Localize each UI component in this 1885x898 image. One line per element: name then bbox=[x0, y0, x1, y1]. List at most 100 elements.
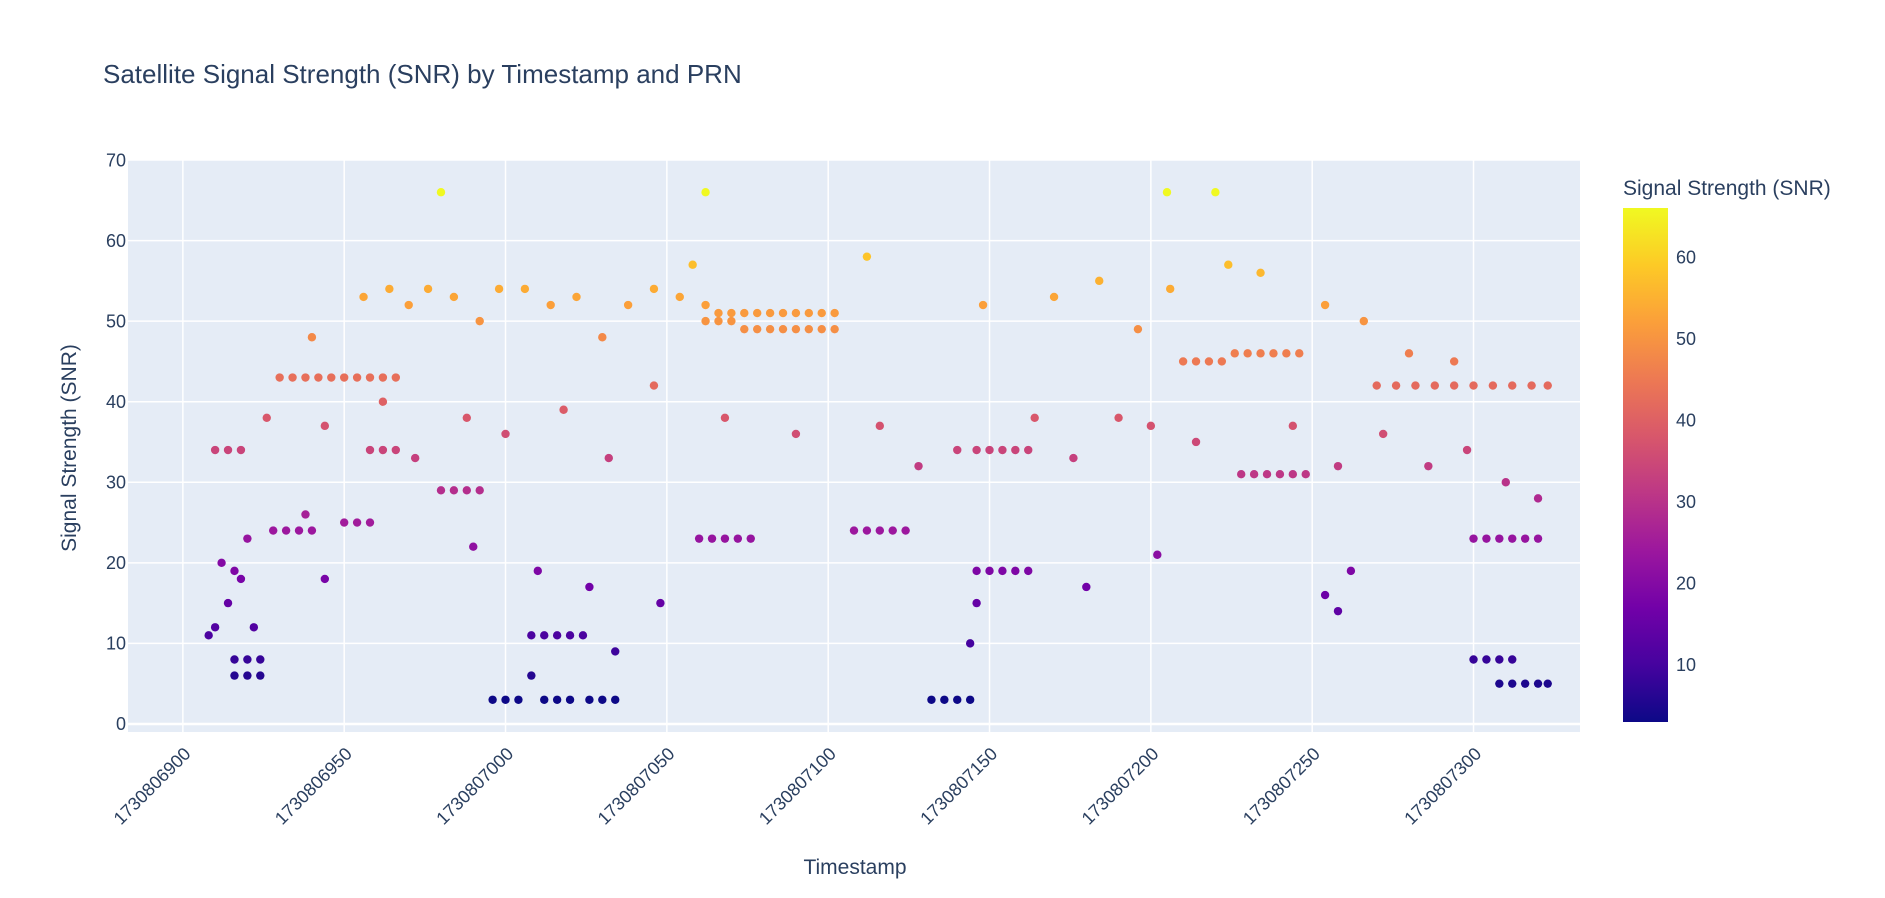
data-point bbox=[765, 324, 775, 334]
data-point bbox=[462, 413, 471, 423]
data-point bbox=[1533, 679, 1543, 688]
data-point bbox=[236, 445, 246, 455]
data-point bbox=[1269, 349, 1278, 358]
data-point bbox=[1359, 316, 1369, 326]
data-point bbox=[791, 429, 801, 439]
data-point bbox=[707, 534, 717, 543]
data-point bbox=[1391, 381, 1401, 390]
y-tick-label: 30 bbox=[106, 473, 126, 493]
plot-area bbox=[128, 159, 1580, 732]
data-point bbox=[1191, 437, 1201, 447]
data-point bbox=[1114, 413, 1123, 423]
data-point bbox=[404, 300, 413, 310]
data-point bbox=[1095, 276, 1104, 286]
data-point bbox=[1469, 655, 1478, 664]
data-point bbox=[223, 445, 233, 455]
data-point bbox=[927, 695, 936, 704]
data-point bbox=[791, 308, 801, 318]
data-point bbox=[733, 534, 743, 543]
data-point bbox=[862, 252, 872, 261]
data-point bbox=[410, 453, 420, 463]
data-point bbox=[1166, 284, 1175, 294]
colorbar-tick-label: 10 bbox=[1676, 655, 1696, 675]
data-point bbox=[972, 598, 981, 608]
data-point bbox=[585, 582, 594, 592]
data-point bbox=[804, 308, 814, 318]
data-points bbox=[204, 188, 1552, 704]
data-point bbox=[1133, 324, 1143, 334]
data-point bbox=[953, 445, 962, 455]
data-point bbox=[262, 413, 271, 423]
data-point bbox=[1153, 550, 1162, 559]
data-point bbox=[1469, 534, 1478, 543]
data-point bbox=[488, 695, 497, 704]
data-point bbox=[1543, 679, 1552, 688]
data-point bbox=[475, 316, 484, 326]
data-point bbox=[765, 308, 775, 318]
data-point bbox=[436, 188, 446, 197]
y-tick-label: 0 bbox=[116, 714, 126, 734]
data-point bbox=[475, 486, 484, 495]
data-point bbox=[1462, 445, 1472, 455]
data-point bbox=[565, 631, 575, 640]
data-point bbox=[578, 631, 588, 640]
data-point bbox=[1508, 679, 1517, 688]
data-point bbox=[320, 421, 330, 431]
data-point bbox=[965, 695, 975, 704]
data-point bbox=[281, 526, 291, 535]
data-point bbox=[688, 260, 697, 269]
data-point bbox=[1049, 292, 1059, 302]
data-point bbox=[339, 518, 349, 527]
data-point bbox=[694, 534, 704, 543]
data-point bbox=[972, 566, 981, 576]
data-point bbox=[1295, 349, 1304, 358]
data-point bbox=[1501, 478, 1510, 487]
data-point bbox=[352, 373, 362, 382]
data-point bbox=[236, 574, 246, 584]
data-point bbox=[527, 671, 536, 680]
data-point bbox=[423, 284, 433, 294]
data-point bbox=[501, 429, 510, 439]
data-point bbox=[1224, 260, 1233, 269]
colorbar-tick-label: 20 bbox=[1676, 574, 1696, 594]
data-point bbox=[753, 308, 762, 318]
data-point bbox=[365, 518, 375, 527]
data-point bbox=[998, 566, 1007, 576]
data-point bbox=[540, 695, 549, 704]
data-point bbox=[352, 518, 362, 527]
data-point bbox=[294, 526, 304, 535]
data-point bbox=[1378, 429, 1388, 439]
data-point bbox=[1211, 188, 1220, 197]
data-point bbox=[1191, 357, 1201, 366]
data-point bbox=[1430, 381, 1440, 390]
data-point bbox=[217, 558, 226, 568]
data-point bbox=[953, 695, 962, 704]
data-point bbox=[1488, 381, 1498, 390]
data-point bbox=[572, 292, 581, 302]
data-point bbox=[1024, 445, 1033, 455]
data-point bbox=[1482, 534, 1491, 543]
data-point bbox=[243, 671, 252, 680]
data-point bbox=[978, 300, 988, 310]
colorbar-tick-label: 40 bbox=[1676, 410, 1696, 430]
data-point bbox=[1320, 590, 1330, 600]
data-point bbox=[701, 316, 710, 326]
data-point bbox=[901, 526, 910, 535]
data-point bbox=[449, 486, 459, 495]
data-point bbox=[1217, 357, 1227, 366]
data-point bbox=[830, 308, 839, 318]
data-point bbox=[888, 526, 897, 535]
data-point bbox=[746, 534, 755, 543]
y-tick-label: 20 bbox=[106, 553, 126, 573]
data-point bbox=[1237, 469, 1246, 479]
colorbar: Signal Strength (SNR) 10 20 30 40 50 60 bbox=[1623, 177, 1831, 722]
data-point bbox=[249, 623, 259, 632]
data-point bbox=[1243, 349, 1252, 358]
colorbar-ticks: 10 20 30 40 50 60 bbox=[1676, 247, 1696, 675]
data-point bbox=[314, 373, 323, 382]
data-point bbox=[940, 695, 949, 704]
data-point bbox=[210, 623, 220, 632]
data-point bbox=[817, 324, 826, 334]
data-point bbox=[1146, 421, 1156, 431]
